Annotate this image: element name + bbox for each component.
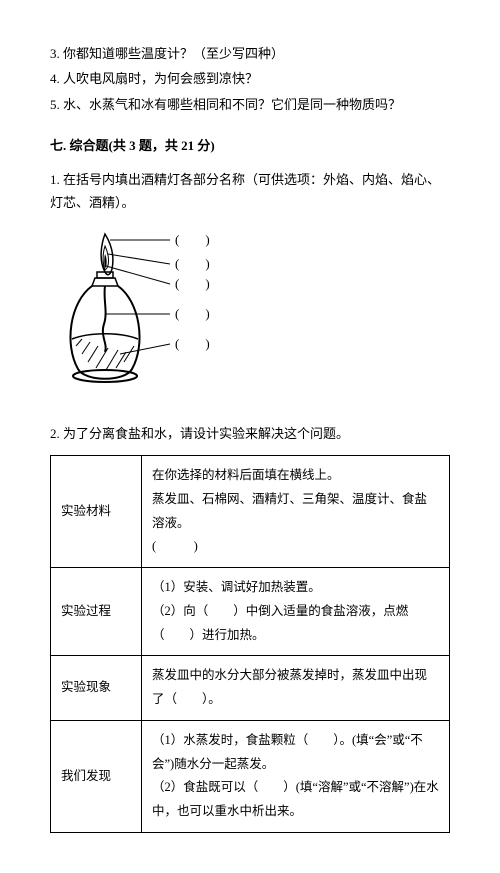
row-content-1: 在你选择的材料后面填在横线上。蒸发皿、石棉网、酒精灯、三角架、温度计、食盐溶液。…: [142, 456, 450, 568]
pre-q-5: 5. 水、水蒸气和冰有哪些相同和不同？它们是同一种物质吗？: [50, 93, 450, 116]
diagram-label-1: ( ): [175, 232, 210, 247]
row-content-4: （1）水蒸发时，食盐颗粒（ ）。(填“会”或“不会”)随水分一起蒸发。（2）食盐…: [142, 720, 450, 832]
diagram-label-2: ( ): [175, 256, 210, 271]
alcohol-lamp-diagram: ( ) ( ) ( ) ( ) ( ): [50, 224, 450, 401]
pre-q-3: 3. 你都知道哪些温度计？（至少写四种）: [50, 42, 450, 65]
diagram-label-3: ( ): [175, 276, 210, 291]
row-label-3: 实验现象: [51, 656, 142, 721]
pre-q-4: 4. 人吹电风扇时，为何会感到凉快？: [50, 67, 450, 90]
diagram-label-4: ( ): [175, 306, 210, 321]
row-content-2: （1）安装、调试好加热装置。（2）向（ ）中倒入适量的食盐溶液，点燃（ ）进行加…: [142, 568, 450, 656]
row-content-3: 蒸发皿中的水分大部分被蒸发掉时，蒸发皿中出现了（ ）。: [142, 656, 450, 721]
row-label-2: 实验过程: [51, 568, 142, 656]
table-row: 实验现象 蒸发皿中的水分大部分被蒸发掉时，蒸发皿中出现了（ ）。: [51, 656, 450, 721]
experiment-table: 实验材料 在你选择的材料后面填在横线上。蒸发皿、石棉网、酒精灯、三角架、温度计、…: [50, 455, 450, 833]
row-label-1: 实验材料: [51, 456, 142, 568]
table-row: 实验材料 在你选择的材料后面填在横线上。蒸发皿、石棉网、酒精灯、三角架、温度计、…: [51, 456, 450, 568]
q2-text: 2. 为了分离食盐和水，请设计实验来解决这个问题。: [50, 422, 450, 445]
section-header: 七. 综合题(共 3 题，共 21 分): [50, 134, 450, 157]
table-row: 实验过程 （1）安装、调试好加热装置。（2）向（ ）中倒入适量的食盐溶液，点燃（…: [51, 568, 450, 656]
diagram-label-5: ( ): [175, 336, 210, 351]
pre-questions: 3. 你都知道哪些温度计？（至少写四种） 4. 人吹电风扇时，为何会感到凉快？ …: [50, 42, 450, 116]
table-row: 我们发现 （1）水蒸发时，食盐颗粒（ ）。(填“会”或“不会”)随水分一起蒸发。…: [51, 720, 450, 832]
q1-text: 1. 在括号内填出酒精灯各部分名称（可供选项：外焰、内焰、焰心、灯芯、酒精）。: [50, 168, 450, 215]
row-label-4: 我们发现: [51, 720, 142, 832]
